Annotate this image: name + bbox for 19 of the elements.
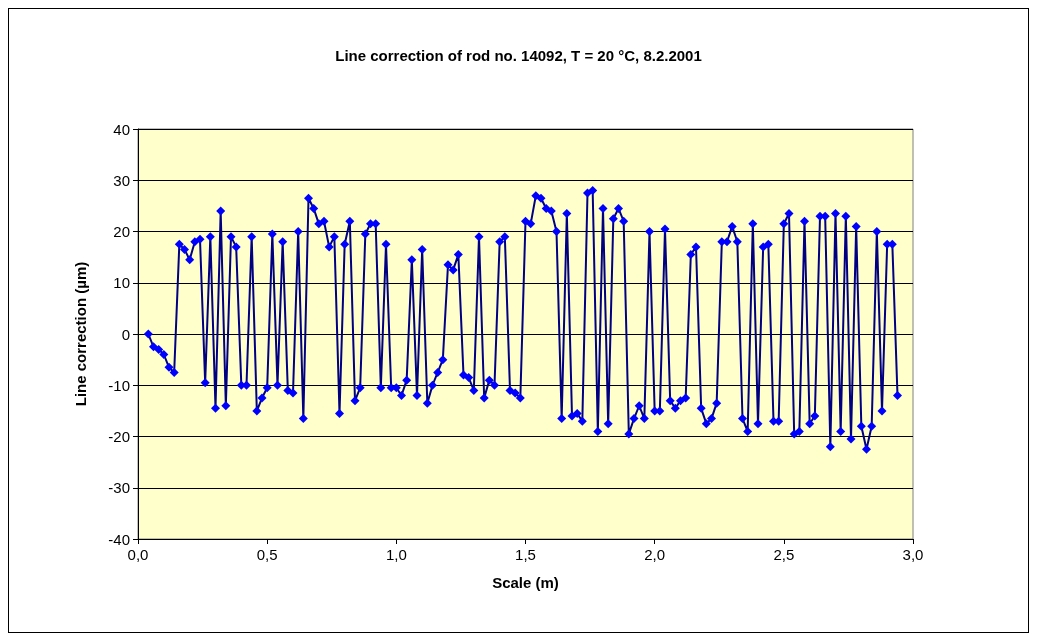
chart-title: Line correction of rod no. 14092, T = 20 °C, 8.2.2001 [335, 47, 702, 64]
x-tick-label: 0,0 [127, 546, 149, 563]
y-tick-label: 30 [113, 171, 130, 189]
x-tick-label: 1,5 [515, 546, 536, 563]
x-tick-label: 2,5 [773, 546, 795, 563]
x-tick-label: 2,0 [644, 546, 666, 563]
x-tick-label: 3,0 [902, 546, 924, 563]
x-tick-label: 1,0 [385, 546, 407, 563]
y-tick-label: -10 [108, 376, 130, 394]
x-tick-label: 0,5 [256, 546, 278, 563]
y-tick-label: 10 [113, 274, 130, 292]
y-tick-label: -40 [108, 530, 130, 548]
y-tick-label: -20 [108, 428, 130, 445]
y-tick-label: 40 [113, 120, 130, 138]
y-tick-label: 20 [113, 223, 130, 240]
y-axis-title: Line correction (µm) [72, 261, 89, 407]
y-tick-label: 0 [121, 325, 130, 343]
x-axis-title: Scale (m) [492, 574, 559, 591]
y-tick-label: -30 [108, 479, 130, 497]
